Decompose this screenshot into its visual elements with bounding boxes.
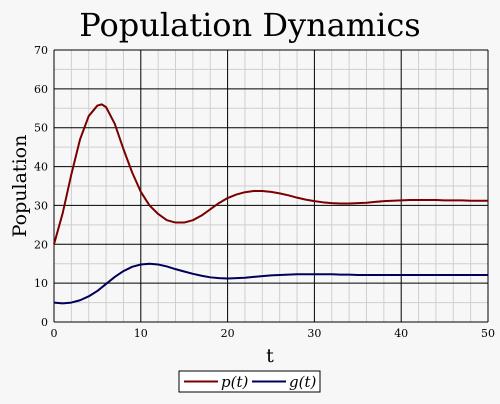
legend-label-p: p(t) (221, 373, 248, 391)
y-tick-label: 70 (34, 44, 48, 57)
y-tick-label: 40 (34, 161, 48, 174)
y-tick-label: 60 (34, 83, 48, 96)
axes (53, 50, 488, 323)
x-tick-label: 10 (134, 327, 148, 340)
x-axis-label: t (266, 345, 274, 367)
y-axis-label: Population (9, 135, 31, 238)
x-tick-label: 40 (394, 327, 408, 340)
y-tick-label: 50 (34, 122, 48, 135)
legend: p(t) g(t) (178, 370, 321, 393)
series-group (53, 103, 488, 305)
series-line-p (53, 103, 488, 245)
x-tick-label: 50 (481, 327, 495, 340)
minor-grid (54, 50, 488, 322)
x-tick-label: 30 (307, 327, 321, 340)
y-tick-label: 10 (34, 277, 48, 290)
y-tick-label: 30 (34, 199, 48, 212)
y-tick-label: 20 (34, 238, 48, 251)
x-tick-label: 0 (51, 327, 58, 340)
series-line-g (53, 262, 488, 305)
legend-label-g: g(t) (289, 373, 316, 391)
legend-box (178, 370, 321, 393)
major-grid (54, 49, 489, 322)
y-tick-label: 0 (41, 316, 48, 329)
x-axis-ticks: 0 10 20 30 40 50 (51, 327, 496, 340)
x-tick-label: 20 (221, 327, 235, 340)
chart-title: Population Dynamics (79, 6, 420, 44)
y-axis-ticks: 0 10 20 30 40 50 60 70 (34, 44, 48, 329)
